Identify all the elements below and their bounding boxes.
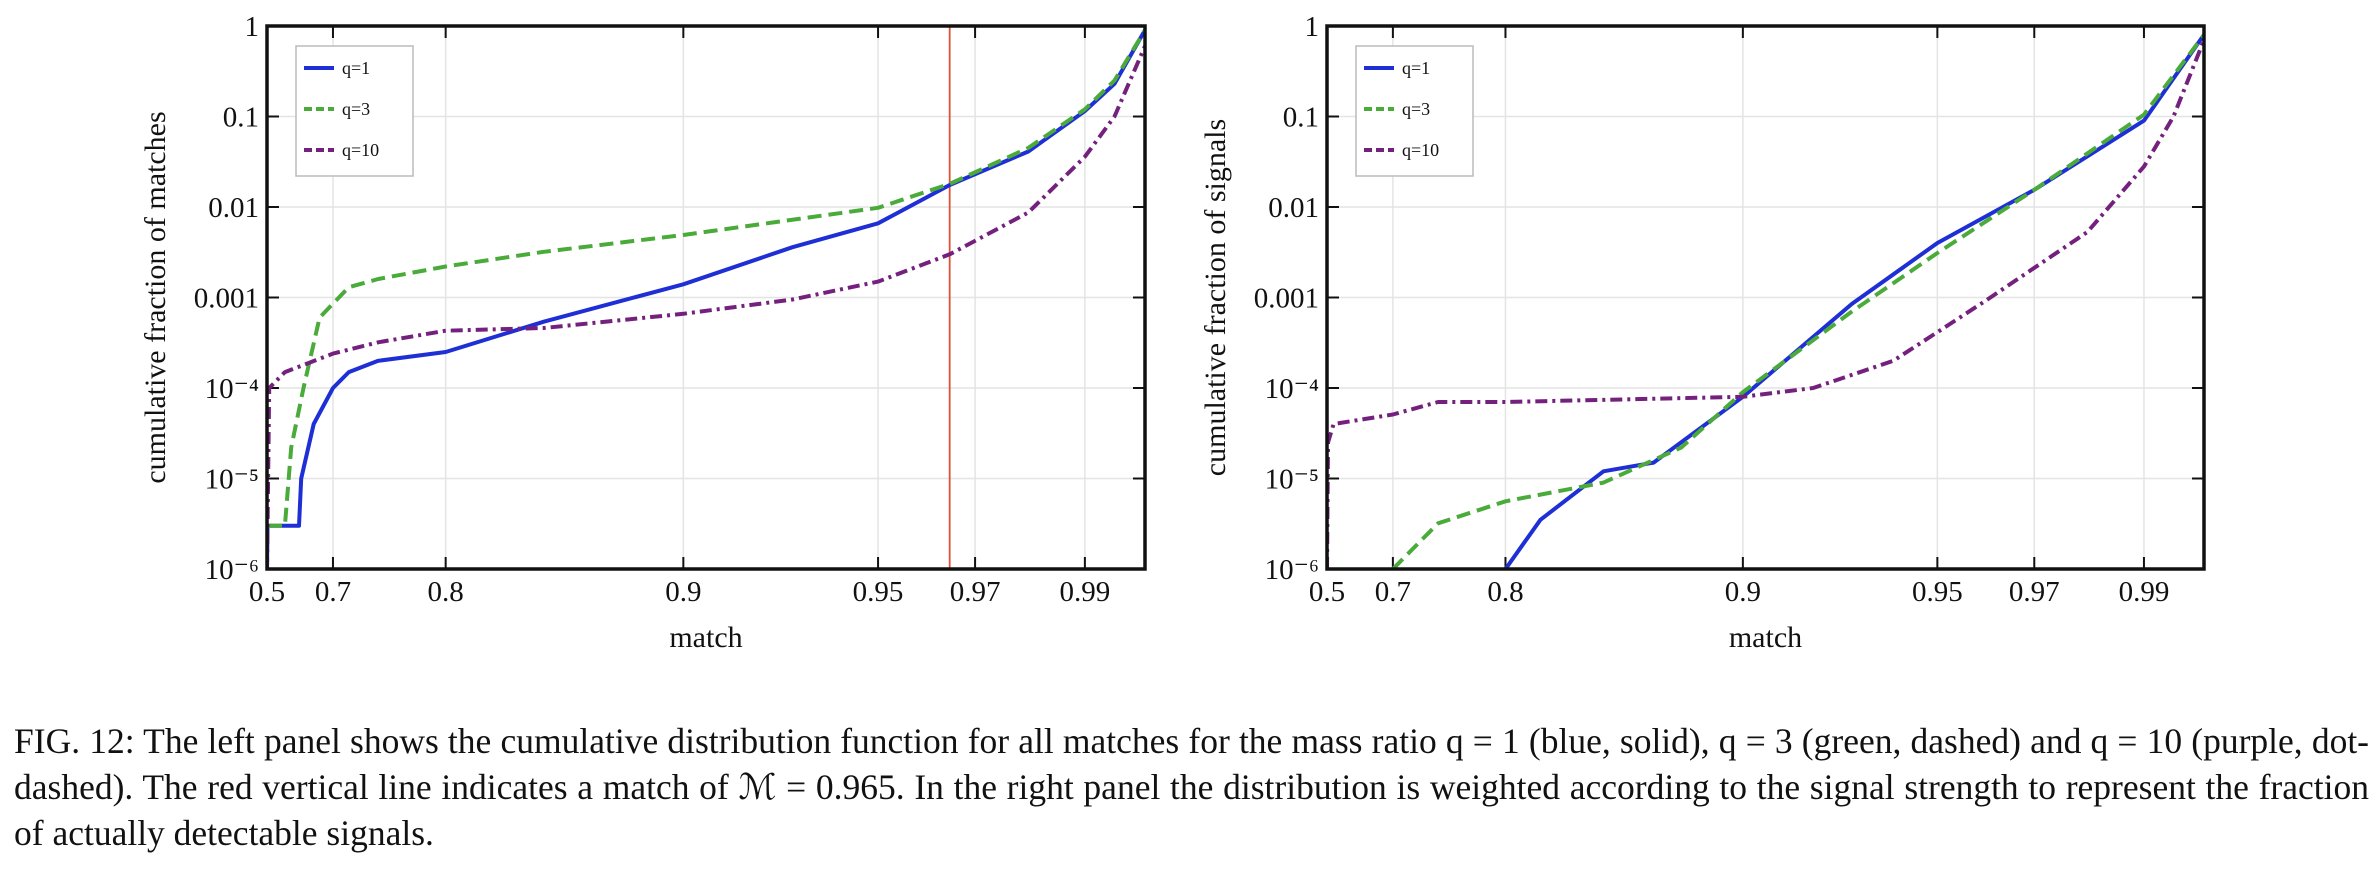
x-tick-label: 0.5 — [249, 576, 285, 608]
series-line — [267, 29, 1145, 569]
legend-label: q=1 — [1402, 58, 1430, 78]
y-tick-label: 10⁻⁵ — [205, 464, 259, 496]
y-tick-label: 10⁻⁶ — [205, 554, 259, 586]
y-tick-label: 0.001 — [194, 283, 259, 315]
y-tick-label: 10⁻⁶ — [1265, 554, 1319, 586]
legend-label: q=10 — [1402, 140, 1439, 160]
legend-label: q=3 — [1402, 99, 1430, 119]
y-tick-label: 0.01 — [208, 192, 259, 224]
y-tick-label: 10⁻⁵ — [1265, 464, 1319, 496]
x-axis-label: match — [1729, 621, 1802, 654]
plot-frame — [1325, 24, 2206, 571]
x-tick-label: 0.7 — [315, 576, 351, 608]
series-line — [1391, 33, 2204, 569]
legend-label: q=3 — [342, 99, 370, 119]
series-line — [267, 45, 1145, 569]
plot-frame — [265, 24, 1147, 571]
y-tick-label: 0.1 — [1283, 102, 1319, 134]
legend-label: q=10 — [342, 140, 379, 160]
y-tick-label: 0.01 — [1268, 192, 1319, 224]
series-line — [1327, 39, 2204, 569]
y-tick-label: 1 — [1305, 11, 1320, 43]
y-axis-label: cumulative fraction of matches — [139, 111, 172, 483]
legend-label: q=1 — [342, 58, 370, 78]
x-tick-label: 0.97 — [950, 576, 1001, 608]
x-tick-label: 0.8 — [1487, 576, 1523, 608]
y-tick-label: 10⁻⁴ — [205, 373, 259, 405]
x-tick-label: 0.5 — [1309, 576, 1345, 608]
x-tick-label: 0.9 — [1725, 576, 1761, 608]
y-tick-label: 10⁻⁴ — [1265, 373, 1319, 405]
x-tick-label: 0.9 — [665, 576, 701, 608]
x-tick-label: 0.95 — [1912, 576, 1963, 608]
caption: FIG. 12: The left panel shows the cumula… — [14, 721, 2369, 853]
x-axis-label: match — [669, 621, 742, 654]
x-tick-label: 0.7 — [1375, 576, 1411, 608]
y-tick-label: 1 — [245, 11, 260, 43]
y-tick-label: 0.1 — [223, 102, 259, 134]
y-axis-label: cumulative fraction of signals — [1199, 119, 1232, 476]
x-tick-label: 0.99 — [2119, 576, 2170, 608]
x-tick-label: 0.8 — [428, 576, 464, 608]
x-tick-label: 0.95 — [853, 576, 904, 608]
x-tick-label: 0.97 — [2009, 576, 2060, 608]
series-line — [1503, 33, 2204, 569]
x-tick-label: 0.99 — [1060, 576, 1111, 608]
y-tick-label: 0.001 — [1254, 283, 1319, 315]
